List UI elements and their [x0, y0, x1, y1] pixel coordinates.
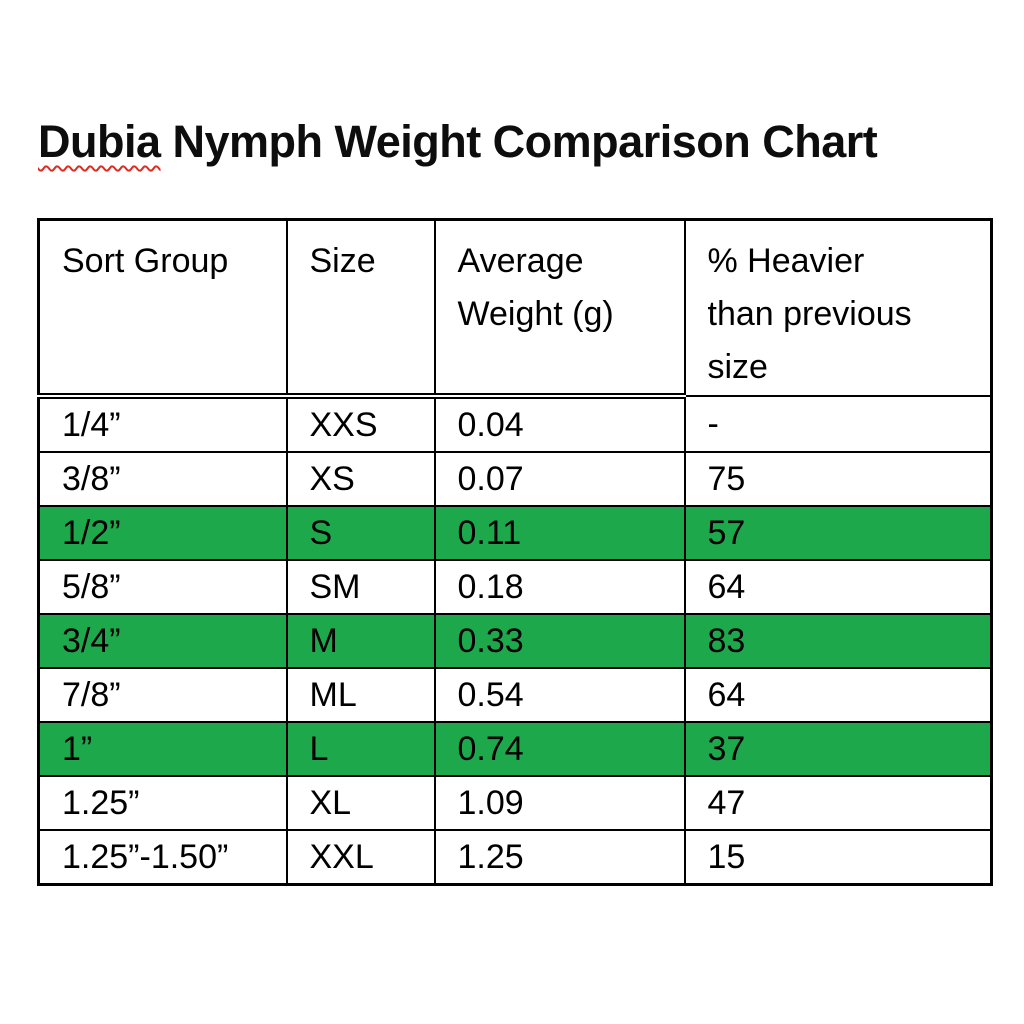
cell-size: XL — [285, 775, 436, 831]
cell-pct-heavier: 75 — [683, 451, 993, 507]
cell-sort-group: 1/4” — [37, 395, 288, 453]
table-row: 1.25”-1.50” XXL 1.25 15 — [37, 829, 993, 886]
title-misspelled-word: Dubia — [38, 116, 161, 167]
table-body: 1/4” XXS 0.04-3/8” XS 0.07 75 1/2” S 0.11 57 5/8” S… — [37, 395, 993, 886]
cell-sort-group: 1/2” — [37, 505, 288, 561]
column-header-label: Average Weight (g) — [457, 242, 614, 333]
cell-sort-group: 1.25”-1.50” — [37, 829, 288, 886]
cell-size: S — [285, 505, 436, 561]
column-header-label: % Heavier than previous size — [707, 242, 912, 386]
weight-comparison-table: Sort Group Size Average Weight (g) % Hea… — [37, 218, 993, 886]
table-row: 1” L 0.74 37 — [37, 721, 993, 777]
table-header: Sort Group Size Average Weight (g) % Hea… — [37, 218, 993, 399]
cell-sort-group: 3/8” — [37, 451, 288, 507]
title-rest: Nymph Weight Comparison Chart — [160, 116, 878, 167]
cell-pct-heavier: 83 — [683, 613, 993, 669]
cell-size: XXL — [285, 829, 436, 886]
cell-avg-weight: 0.33 — [433, 613, 686, 669]
column-header-average-weight: Average Weight (g) — [433, 218, 686, 399]
cell-size: L — [285, 721, 436, 777]
page-title: Dubia Nymph Weight Comparison Chart — [38, 116, 878, 168]
cell-avg-weight: 0.54 — [433, 667, 686, 723]
cell-pct-heavier: - — [683, 395, 993, 453]
cell-size: XS — [285, 451, 436, 507]
cell-sort-group: 1” — [37, 721, 288, 777]
column-header-pct-heavier: % Heavier than previous size — [683, 218, 993, 397]
table-row: 3/8” XS 0.07 75 — [37, 451, 993, 507]
table-row: 1.25” XL 1.09 47 — [37, 775, 993, 831]
table-row: 1/4” XXS 0.04- — [37, 395, 993, 453]
cell-size: ML — [285, 667, 436, 723]
cell-sort-group: 7/8” — [37, 667, 288, 723]
column-header-sort-group: Sort Group — [37, 218, 288, 399]
cell-sort-group: 5/8” — [37, 559, 288, 615]
cell-sort-group: 3/4” — [37, 613, 288, 669]
table-row: 3/4” M 0.33 83 — [37, 613, 993, 669]
cell-pct-heavier: 64 — [683, 667, 993, 723]
column-header-label: Size — [309, 242, 376, 280]
cell-size: M — [285, 613, 436, 669]
cell-avg-weight: 0.04 — [433, 395, 686, 453]
cell-pct-heavier: 64 — [683, 559, 993, 615]
cell-size: XXS — [285, 395, 436, 453]
table-row: 7/8” ML 0.54 64 — [37, 667, 993, 723]
cell-avg-weight: 0.74 — [433, 721, 686, 777]
table-row: 5/8” SM 0.18 64 — [37, 559, 993, 615]
cell-pct-heavier: 15 — [683, 829, 993, 886]
cell-pct-heavier: 47 — [683, 775, 993, 831]
table-header-row: Sort Group Size Average Weight (g) % Hea… — [37, 218, 993, 399]
cell-sort-group: 1.25” — [37, 775, 288, 831]
cell-pct-heavier: 37 — [683, 721, 993, 777]
column-header-size: Size — [285, 218, 436, 399]
cell-avg-weight: 1.09 — [433, 775, 686, 831]
cell-avg-weight: 0.11 — [433, 505, 686, 561]
cell-size: SM — [285, 559, 436, 615]
cell-avg-weight: 0.07 — [433, 451, 686, 507]
cell-avg-weight: 0.18 — [433, 559, 686, 615]
cell-pct-heavier: 57 — [683, 505, 993, 561]
cell-avg-weight: 1.25 — [433, 829, 686, 886]
column-header-label: Sort Group — [62, 242, 229, 280]
table-row: 1/2” S 0.11 57 — [37, 505, 993, 561]
